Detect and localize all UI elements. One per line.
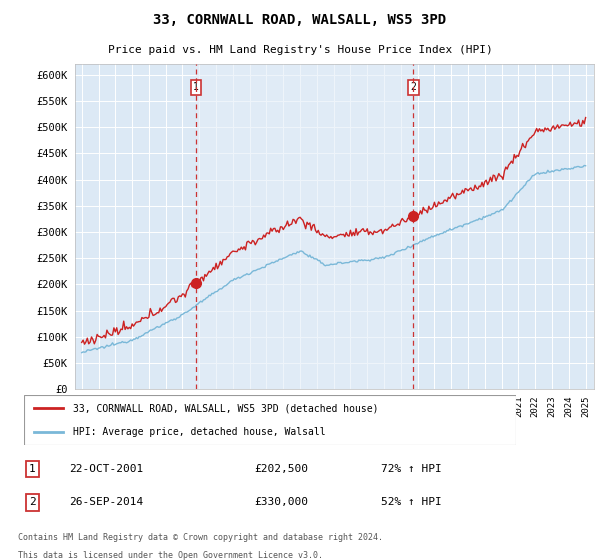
Text: This data is licensed under the Open Government Licence v3.0.: This data is licensed under the Open Gov…	[18, 550, 323, 559]
Text: HPI: Average price, detached house, Walsall: HPI: Average price, detached house, Wals…	[73, 427, 326, 437]
Text: 72% ↑ HPI: 72% ↑ HPI	[380, 464, 442, 474]
Text: £330,000: £330,000	[254, 497, 308, 507]
Text: £202,500: £202,500	[254, 464, 308, 474]
Text: 2: 2	[29, 497, 35, 507]
Text: 1: 1	[193, 82, 199, 92]
Text: 33, CORNWALL ROAD, WALSALL, WS5 3PD: 33, CORNWALL ROAD, WALSALL, WS5 3PD	[154, 13, 446, 27]
FancyBboxPatch shape	[24, 395, 516, 445]
Text: Contains HM Land Registry data © Crown copyright and database right 2024.: Contains HM Land Registry data © Crown c…	[18, 533, 383, 542]
Bar	[196, 64, 413, 389]
Text: 26-SEP-2014: 26-SEP-2014	[70, 497, 144, 507]
Text: 52% ↑ HPI: 52% ↑ HPI	[380, 497, 442, 507]
Text: Price paid vs. HM Land Registry's House Price Index (HPI): Price paid vs. HM Land Registry's House …	[107, 45, 493, 55]
Text: 2: 2	[410, 82, 416, 92]
Text: 22-OCT-2001: 22-OCT-2001	[70, 464, 144, 474]
Text: 33, CORNWALL ROAD, WALSALL, WS5 3PD (detached house): 33, CORNWALL ROAD, WALSALL, WS5 3PD (det…	[73, 403, 379, 413]
Text: 1: 1	[29, 464, 35, 474]
